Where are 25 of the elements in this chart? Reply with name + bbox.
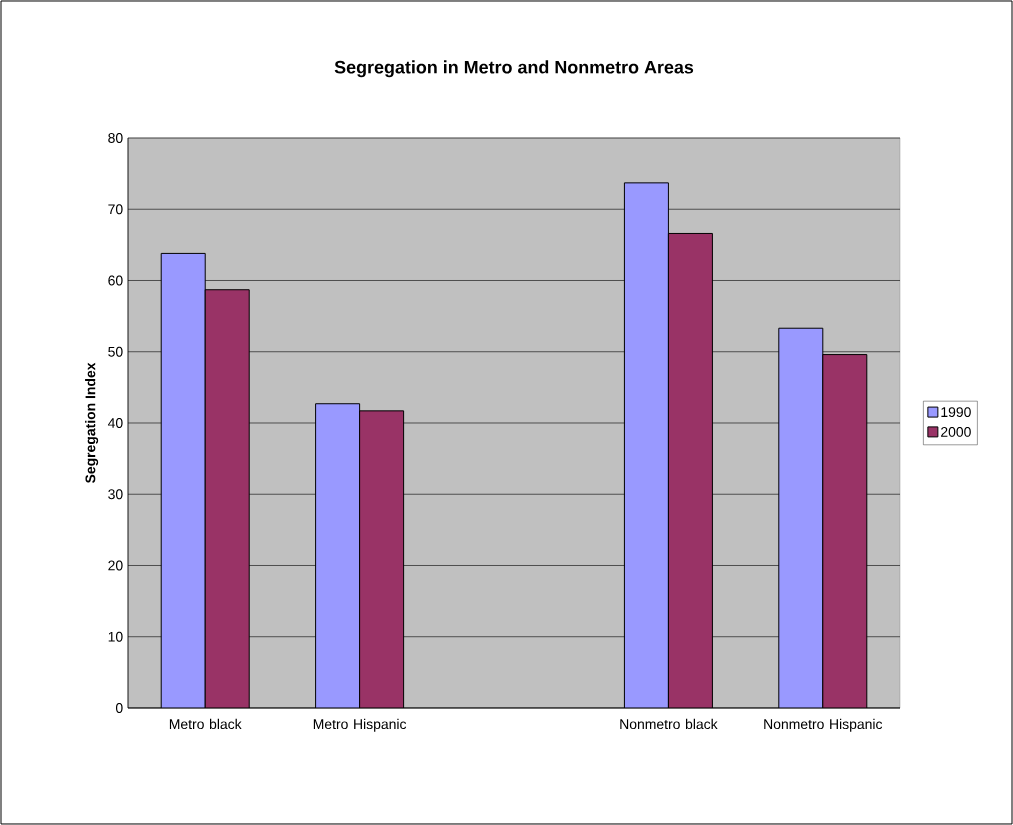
y-tick-label: 80: [108, 133, 123, 143]
y-tick-label: 0: [115, 703, 123, 713]
y-tick-label: 60: [108, 275, 123, 286]
y-tick-label: 40: [107, 418, 123, 428]
y-tick-label: 30: [108, 489, 123, 500]
bar: [668, 233, 713, 708]
bar: [778, 327, 824, 708]
y-tick-label: 70: [108, 204, 123, 215]
y-tick-label: 10: [108, 631, 123, 642]
x-tick-label: Metro black: [169, 718, 242, 730]
bar: [624, 182, 669, 708]
legend-label: 1990: [941, 407, 971, 418]
bar: [161, 253, 206, 708]
y-axis-title: Segregation Index: [85, 362, 99, 484]
bar: [359, 410, 404, 708]
x-tick-label: Metro Hispanic: [313, 718, 407, 732]
x-tick-label: Nonmetro Hispanic: [764, 718, 883, 732]
chart-title: Segregation in Metro and Nonmetro Areas: [334, 60, 694, 78]
legend-label: 2000: [941, 426, 971, 437]
bar: [205, 289, 250, 708]
bar: [822, 354, 868, 708]
bar: [315, 403, 360, 708]
x-tick-label: Nonmetro black: [620, 718, 718, 730]
y-tick-label: 50: [108, 346, 123, 357]
y-tick-label: 20: [108, 560, 123, 571]
